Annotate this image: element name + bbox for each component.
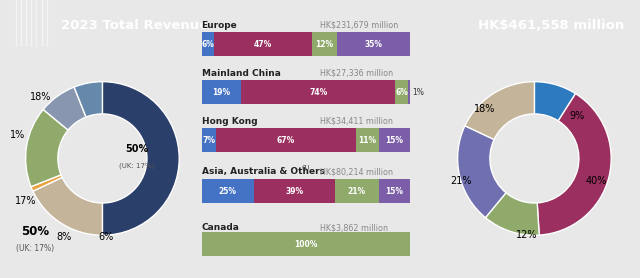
Bar	[202, 128, 216, 152]
Text: 15%: 15%	[385, 136, 403, 145]
Bar	[202, 80, 241, 104]
Wedge shape	[44, 87, 86, 130]
Text: 21%: 21%	[348, 187, 366, 195]
Text: 74%: 74%	[309, 88, 328, 97]
Text: Mainland China: Mainland China	[202, 69, 280, 78]
Wedge shape	[74, 82, 102, 117]
Bar	[202, 179, 253, 203]
Bar	[379, 128, 410, 152]
Text: HK$80,214 million: HK$80,214 million	[316, 167, 393, 176]
Bar	[202, 232, 410, 256]
Text: 11%: 11%	[358, 136, 376, 145]
Text: 39%: 39%	[285, 187, 303, 195]
Text: 9%: 9%	[569, 111, 584, 121]
Bar	[253, 179, 335, 203]
Wedge shape	[102, 82, 179, 235]
Wedge shape	[486, 193, 540, 235]
Text: HK$34,411 million: HK$34,411 million	[316, 117, 393, 126]
Text: 47%: 47%	[254, 40, 272, 49]
Text: 1%: 1%	[10, 130, 26, 140]
Text: 19%: 19%	[212, 88, 230, 97]
Text: 50%: 50%	[125, 144, 148, 154]
Text: 25%: 25%	[219, 187, 237, 195]
Text: (UK: 17%): (UK: 17%)	[16, 244, 54, 253]
Bar	[214, 32, 312, 56]
Text: 100%: 100%	[294, 240, 317, 249]
Wedge shape	[26, 110, 68, 187]
Bar	[216, 128, 356, 152]
Text: 35%: 35%	[365, 40, 383, 49]
Bar	[396, 80, 408, 104]
Text: Hong Kong: Hong Kong	[202, 117, 257, 126]
Text: 18%: 18%	[30, 92, 52, 102]
Text: 6%: 6%	[202, 40, 214, 49]
Wedge shape	[465, 82, 534, 140]
Wedge shape	[31, 175, 62, 191]
Wedge shape	[534, 82, 575, 121]
Bar	[241, 80, 396, 104]
Bar	[408, 80, 410, 104]
Text: 6%: 6%	[99, 232, 114, 242]
Text: 17%: 17%	[15, 196, 36, 206]
Text: Asia, Australia & Others: Asia, Australia & Others	[202, 167, 324, 176]
Text: 12%: 12%	[316, 40, 333, 49]
Text: 1%: 1%	[412, 88, 424, 97]
Text: HK$3,862 million: HK$3,862 million	[316, 224, 388, 232]
Text: Europe: Europe	[202, 21, 237, 29]
Text: 21%: 21%	[451, 177, 472, 187]
Text: (UK: 17%): (UK: 17%)	[119, 163, 155, 169]
Text: 40%: 40%	[585, 177, 607, 187]
Text: 2023 Total Revenue: 2023 Total Revenue	[61, 19, 208, 31]
Wedge shape	[458, 126, 506, 218]
Wedge shape	[33, 177, 102, 235]
Text: 7%: 7%	[202, 136, 216, 145]
Bar	[335, 179, 379, 203]
Text: 15%: 15%	[385, 187, 403, 195]
Wedge shape	[537, 94, 611, 235]
Text: Canada: Canada	[202, 224, 239, 232]
Text: 6%: 6%	[396, 88, 408, 97]
Text: (1): (1)	[301, 165, 310, 170]
Text: 8%: 8%	[56, 232, 72, 242]
Bar	[356, 128, 379, 152]
Text: 50%: 50%	[21, 225, 49, 238]
Text: HK$27,336 million: HK$27,336 million	[316, 69, 394, 78]
Bar	[312, 32, 337, 56]
Bar	[379, 179, 410, 203]
Text: HK$461,558 million: HK$461,558 million	[477, 19, 624, 31]
Bar	[202, 32, 214, 56]
Bar	[337, 32, 410, 56]
Text: 18%: 18%	[474, 103, 495, 113]
Text: HK$231,679 million: HK$231,679 million	[316, 21, 399, 29]
Text: 12%: 12%	[516, 230, 538, 240]
Text: 67%: 67%	[277, 136, 295, 145]
